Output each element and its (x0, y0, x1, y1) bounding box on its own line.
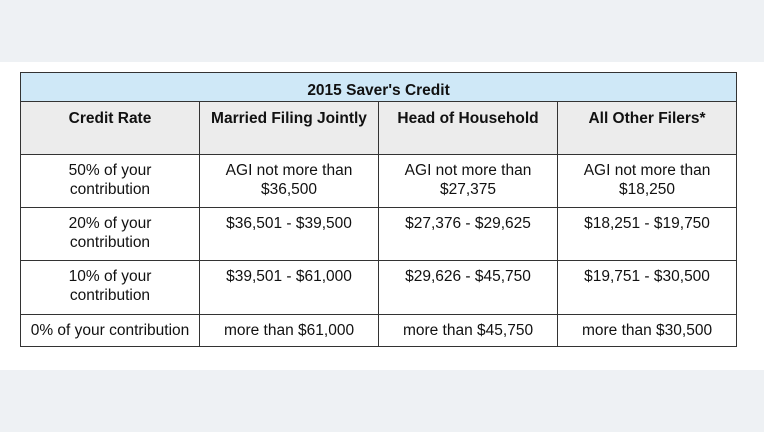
table-cell: $29,626 - $45,750 (378, 260, 558, 315)
table-cell: more than $61,000 (199, 314, 379, 347)
table-row: 0% of your contribution more than $61,00… (20, 314, 738, 347)
table-cell: AGI not more than $18,250 (556, 154, 738, 208)
bottom-background-band (0, 370, 764, 432)
table-cell: $19,751 - $30,500 (556, 260, 738, 315)
table-row: 20% of your contribution $36,501 - $39,5… (20, 207, 738, 261)
table-cell: more than $45,750 (378, 314, 558, 347)
table-cell: 10% of your contribution (20, 260, 200, 315)
table-row: 10% of your contribution $39,501 - $61,0… (20, 260, 738, 315)
table-cell: $36,501 - $39,500 (199, 207, 379, 261)
column-header-credit-rate: Credit Rate (20, 101, 200, 155)
table-cell: $27,376 - $29,625 (378, 207, 558, 261)
savers-credit-table: 2015 Saver's Credit Credit Rate Married … (19, 72, 738, 347)
table-title: 2015 Saver's Credit (19, 72, 738, 102)
table-cell: 20% of your contribution (20, 207, 200, 261)
column-header-all-other-filers: All Other Filers* (556, 101, 738, 155)
table-cell: $39,501 - $61,000 (199, 260, 379, 315)
table-title-row: 2015 Saver's Credit (19, 72, 738, 102)
table-cell: more than $30,500 (556, 314, 738, 347)
table-row: 50% of your contribution AGI not more th… (20, 154, 738, 208)
top-background-band (0, 0, 764, 62)
column-header-head-of-household: Head of Household (378, 101, 558, 155)
table-cell: AGI not more than $36,500 (199, 154, 379, 208)
table-cell: 0% of your contribution (20, 314, 200, 347)
table-cell: 50% of your contribution (20, 154, 200, 208)
table-cell: $18,251 - $19,750 (556, 207, 738, 261)
column-header-married-filing-jointly: Married Filing Jointly (199, 101, 379, 155)
table-header-row: Credit Rate Married Filing Jointly Head … (20, 101, 738, 155)
table-cell: AGI not more than $27,375 (378, 154, 558, 208)
